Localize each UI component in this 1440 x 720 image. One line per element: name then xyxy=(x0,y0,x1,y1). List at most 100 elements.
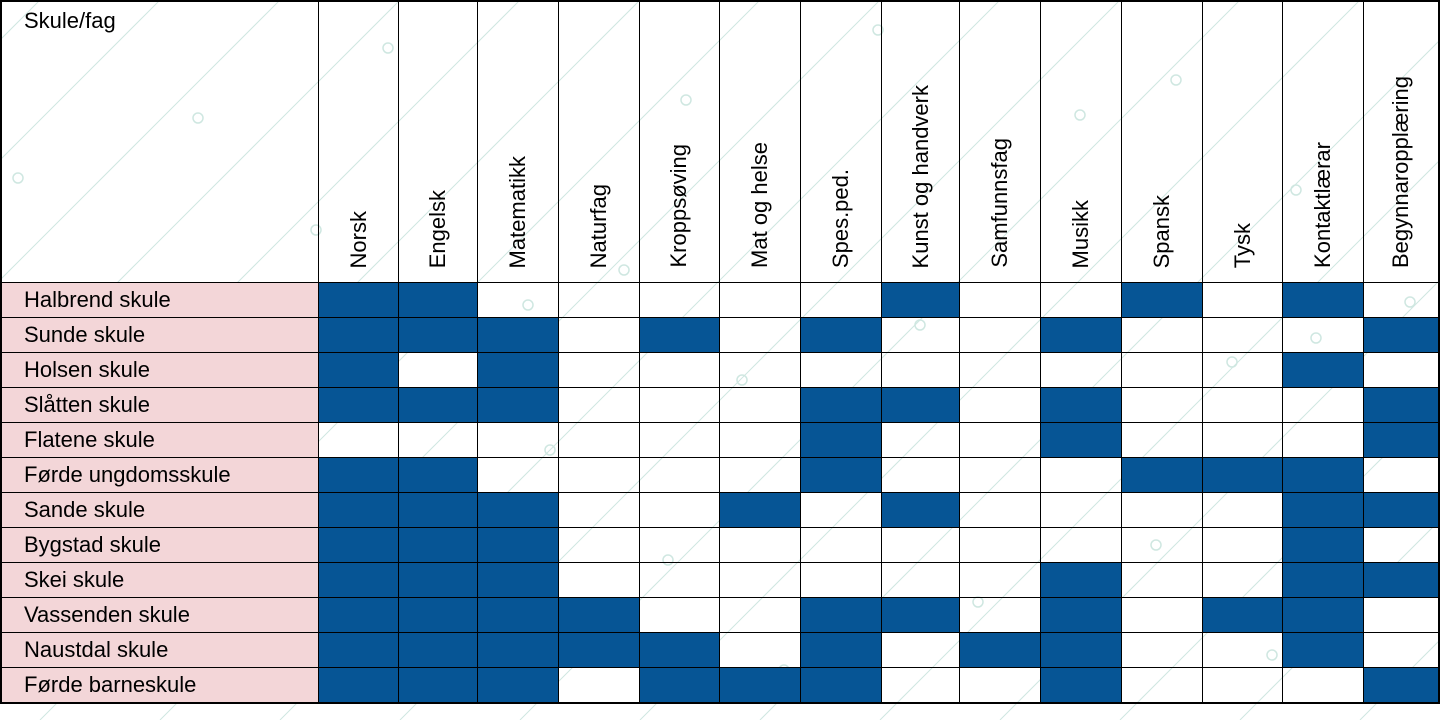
empty-cell xyxy=(1201,527,1284,563)
table-row: Sande skule xyxy=(0,492,1440,528)
table-row: Sunde skule xyxy=(0,317,1440,353)
subject-header: Samfunnsfag xyxy=(959,0,1042,283)
empty-cell xyxy=(880,562,961,598)
filled-cell xyxy=(1040,667,1122,704)
filled-cell xyxy=(477,632,559,668)
empty-cell xyxy=(1282,667,1365,704)
subject-header: Musikk xyxy=(1040,0,1122,283)
empty-cell xyxy=(638,352,721,388)
filled-cell xyxy=(477,562,559,598)
empty-cell xyxy=(719,457,802,493)
subject-header: Matematikk xyxy=(477,0,559,283)
empty-cell xyxy=(880,352,961,388)
subject-label: Musikk xyxy=(1068,199,1094,268)
empty-cell xyxy=(557,527,640,563)
filled-cell xyxy=(1040,317,1122,353)
filled-cell xyxy=(317,457,400,493)
school-name: Halbrend skule xyxy=(0,282,319,318)
filled-cell xyxy=(317,562,400,598)
filled-cell xyxy=(1040,632,1122,668)
empty-cell xyxy=(1120,597,1203,633)
corner-header: Skule/fag xyxy=(0,0,319,283)
school-name: Sunde skule xyxy=(0,317,319,353)
empty-cell xyxy=(880,632,961,668)
filled-cell xyxy=(1282,282,1365,318)
filled-cell xyxy=(1040,422,1122,458)
empty-cell xyxy=(959,422,1042,458)
header-row: Skule/fag Norsk Engelsk Matematikk Naturfag… xyxy=(0,0,1440,283)
table-body: Halbrend skule Sunde skule Holsen skule Slå… xyxy=(0,282,1440,704)
table-row: Flatene skule xyxy=(0,422,1440,458)
empty-cell xyxy=(477,422,559,458)
filled-cell xyxy=(638,632,721,668)
filled-cell xyxy=(398,282,479,318)
subject-label: Samfunnsfag xyxy=(987,138,1013,268)
filled-cell xyxy=(1282,562,1365,598)
corner-label: Skule/fag xyxy=(24,8,116,33)
empty-cell xyxy=(880,317,961,353)
empty-cell xyxy=(959,387,1042,423)
filled-cell xyxy=(398,492,479,528)
subject-header: Spansk xyxy=(1120,0,1203,283)
subject-header: Tysk xyxy=(1201,0,1284,283)
subject-header: Mat og helse xyxy=(719,0,802,283)
empty-cell xyxy=(959,562,1042,598)
filled-cell xyxy=(959,632,1042,668)
empty-cell xyxy=(1040,282,1122,318)
school-name: Førde ungdomsskule xyxy=(0,457,319,493)
empty-cell xyxy=(800,492,882,528)
empty-cell xyxy=(1120,632,1203,668)
filled-cell xyxy=(398,387,479,423)
school-name: Sande skule xyxy=(0,492,319,528)
empty-cell xyxy=(638,387,721,423)
subject-label: Kontaktlærar xyxy=(1310,142,1336,268)
empty-cell xyxy=(1120,317,1203,353)
filled-cell xyxy=(317,282,400,318)
empty-cell xyxy=(557,422,640,458)
filled-cell xyxy=(317,527,400,563)
filled-cell xyxy=(800,317,882,353)
filled-cell xyxy=(1120,282,1203,318)
subject-label: Mat og helse xyxy=(747,142,773,268)
empty-cell xyxy=(477,457,559,493)
table-row: Naustdal skule xyxy=(0,632,1440,668)
empty-cell xyxy=(1201,387,1284,423)
subject-label: Engelsk xyxy=(425,189,451,268)
empty-cell xyxy=(557,317,640,353)
filled-cell xyxy=(477,387,559,423)
school-name: Flatene skule xyxy=(0,422,319,458)
subject-header: Begynnaropplæring xyxy=(1363,0,1440,283)
empty-cell xyxy=(1282,317,1365,353)
table-row: Bygstad skule xyxy=(0,527,1440,563)
empty-cell xyxy=(1040,457,1122,493)
filled-cell xyxy=(317,492,400,528)
filled-cell xyxy=(800,422,882,458)
empty-cell xyxy=(1201,317,1284,353)
filled-cell xyxy=(1282,457,1365,493)
empty-cell xyxy=(638,282,721,318)
filled-cell xyxy=(557,597,640,633)
empty-cell xyxy=(1201,352,1284,388)
filled-cell xyxy=(1282,352,1365,388)
table-row: Holsen skule xyxy=(0,352,1440,388)
empty-cell xyxy=(719,597,802,633)
empty-cell xyxy=(398,422,479,458)
empty-cell xyxy=(719,422,802,458)
subject-label: Kroppsøving xyxy=(666,144,692,268)
empty-cell xyxy=(719,387,802,423)
filled-cell xyxy=(638,317,721,353)
school-name: Skei skule xyxy=(0,562,319,598)
table-row: Førde ungdomsskule xyxy=(0,457,1440,493)
empty-cell xyxy=(959,317,1042,353)
filled-cell xyxy=(1040,562,1122,598)
filled-cell xyxy=(398,457,479,493)
empty-cell xyxy=(1282,387,1365,423)
empty-cell xyxy=(1120,562,1203,598)
filled-cell xyxy=(800,387,882,423)
subject-label: Norsk xyxy=(345,210,371,268)
empty-cell xyxy=(959,597,1042,633)
filled-cell xyxy=(1201,457,1284,493)
empty-cell xyxy=(557,492,640,528)
filled-cell xyxy=(398,317,479,353)
empty-cell xyxy=(800,352,882,388)
